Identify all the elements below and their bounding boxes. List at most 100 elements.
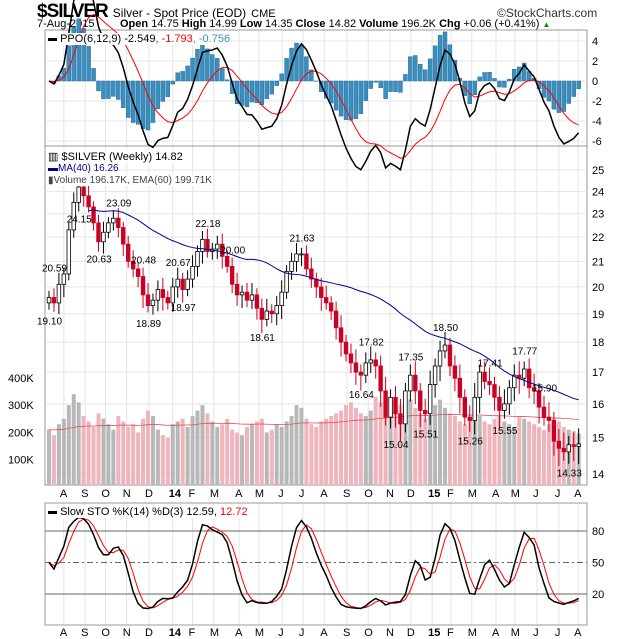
ppo-histogram-bar: [96, 80, 101, 92]
ppo-histogram-bar: [522, 62, 527, 82]
volume-bar: [329, 416, 334, 485]
candle-body: [180, 278, 185, 290]
volume-bar: [61, 418, 66, 485]
price-tick-label: 14: [592, 469, 604, 481]
volume-bar: [66, 405, 71, 485]
candle-body: [274, 305, 279, 315]
ppo-histogram-bar: [61, 68, 67, 82]
ppo-histogram-bar: [205, 48, 210, 82]
candle-body: [185, 278, 190, 290]
price-annotation: 18.97: [171, 303, 196, 314]
ppo-histogram-bar: [368, 80, 373, 89]
sto-value: Slow STO %K(14) %D(3) 12.59,: [60, 506, 217, 518]
ppo-tick-label: -2: [592, 96, 602, 108]
month-label-mid: O: [364, 488, 373, 500]
volume-tick-label: 200K: [8, 427, 34, 439]
ppo-histogram-bar: [427, 58, 433, 82]
chg-label: Chg: [439, 18, 461, 30]
ppo-histogram-bar: [423, 69, 428, 82]
month-label-mid: J: [299, 488, 305, 500]
candle-body: [264, 310, 269, 320]
legend-line-icon: [48, 510, 57, 514]
ppo-histogram-bar: [378, 80, 383, 89]
month-label-mid: S: [343, 488, 350, 500]
candle-body: [249, 294, 255, 301]
month-label-mid: M: [468, 488, 477, 500]
candle-body: [279, 291, 284, 306]
candle-body: [561, 447, 566, 453]
price-legend-text: $SILVER (Weekly) 14.82: [61, 151, 183, 163]
volume-bar: [195, 410, 200, 485]
price-tick-label: 19: [592, 309, 604, 321]
ppo-histogram-bar: [200, 42, 205, 82]
ppo-histogram-bar: [170, 80, 175, 85]
price-tick-label: 24: [592, 186, 604, 198]
volume-bar: [47, 429, 51, 485]
month-label-bottom: J: [555, 627, 561, 639]
price-annotation: 17.35: [398, 352, 423, 363]
ppo-tick-label: 2: [592, 56, 598, 68]
brand[interactable]: ©StockCharts.com: [497, 6, 598, 20]
candle-body: [566, 444, 571, 453]
volume-bar: [131, 424, 136, 485]
volume-bar: [363, 416, 368, 485]
low: 14.35: [264, 18, 293, 30]
price-tick-label: 23: [592, 209, 604, 221]
price-tick-label: 17: [592, 367, 604, 379]
volume-bar: [309, 424, 314, 485]
price-annotation: 15.51: [413, 430, 438, 441]
price-tick-label: 21: [592, 256, 604, 268]
candle-body: [378, 365, 383, 392]
candle-body: [422, 410, 428, 415]
candle-body: [160, 289, 166, 298]
volume-bar: [190, 416, 195, 485]
ppo-tick-label: 0: [592, 76, 598, 88]
open-label: Open: [120, 18, 149, 30]
candle-body: [170, 286, 175, 304]
month-label-bottom: M: [511, 627, 520, 639]
volume-bar: [101, 418, 106, 485]
ppo-histogram-bar: [160, 80, 166, 102]
month-label-mid: J: [533, 488, 539, 500]
volume-bar: [170, 424, 175, 485]
volume-bar: [205, 413, 210, 485]
price-tick-label: 15: [592, 433, 604, 445]
candle-body: [165, 297, 170, 304]
month-label-mid: M: [255, 488, 264, 500]
volume-bar: [452, 416, 457, 485]
up-arrow-icon: ▲: [542, 20, 551, 29]
price-annotation: 17.41: [478, 359, 503, 370]
month-label-mid: M: [511, 488, 520, 500]
month-label-mid: M: [210, 488, 219, 500]
volume-bar: [418, 413, 423, 485]
month-label-mid: O: [101, 488, 110, 500]
volume-bar: [462, 424, 467, 485]
candle-body: [289, 260, 294, 272]
candle-body: [536, 390, 542, 408]
ppo-histogram-bar: [393, 80, 398, 92]
month-label-bottom: 14: [169, 627, 182, 639]
high: 14.99: [209, 18, 237, 30]
volume-bar: [517, 416, 522, 485]
volume-bar: [527, 421, 532, 485]
month-label-mid: N: [386, 488, 394, 500]
volume: 196.2K: [401, 18, 437, 30]
candle-body: [507, 387, 512, 405]
volume-bar: [51, 435, 56, 485]
volume-bar: [235, 432, 240, 485]
candle-body: [373, 359, 378, 367]
ppo-histogram-bar: [447, 44, 453, 82]
ppo-histogram-bar: [284, 58, 289, 82]
candle-body: [472, 396, 477, 421]
ppo-signal-value: , -1.793: [155, 33, 193, 45]
month-label-bottom: A: [60, 627, 68, 639]
ppo-tick-label: -6: [592, 136, 602, 148]
volume-bar: [225, 418, 230, 485]
candle-body: [126, 243, 131, 262]
ma40-line: [88, 209, 579, 401]
month-label-mid: A: [60, 488, 68, 500]
candle-body: [116, 217, 121, 228]
candle-body: [462, 396, 467, 418]
price-annotation: 17.82: [359, 337, 384, 348]
